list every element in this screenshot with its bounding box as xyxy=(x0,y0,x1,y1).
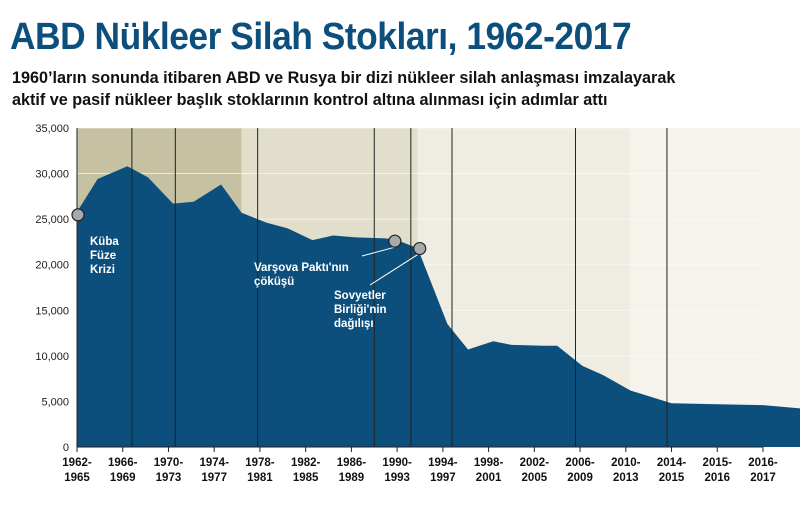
event-label-soviet: Sovyetler xyxy=(334,290,386,302)
y-tick-label: 15,000 xyxy=(35,305,69,317)
x-tick-label-end: 2015 xyxy=(659,472,685,484)
x-tick-label-start: 2016- xyxy=(748,457,778,469)
x-tick-label-end: 2001 xyxy=(476,472,502,484)
chart-title: ABD Nükleer Silah Stokları, 1962-2017 xyxy=(10,16,632,58)
x-tick-label-end: 1981 xyxy=(247,472,273,484)
x-tick-label-end: 2016 xyxy=(704,472,730,484)
x-tick-label-end: 1969 xyxy=(110,472,136,484)
x-tick-label-end: 1973 xyxy=(156,472,182,484)
x-tick-label-start: 1998- xyxy=(474,457,504,469)
x-tick-label-end: 1985 xyxy=(293,472,319,484)
y-tick-label: 30,000 xyxy=(35,169,69,181)
x-tick-label-end: 1965 xyxy=(64,472,90,484)
x-tick-label-end: 1989 xyxy=(339,472,365,484)
y-tick-label: 0 xyxy=(63,442,69,454)
y-tick-label: 25,000 xyxy=(35,214,69,226)
x-tick-label-start: 2014- xyxy=(657,457,687,469)
event-label-cuba: Füze xyxy=(90,250,116,262)
y-tick-label: 20,000 xyxy=(35,260,69,272)
axes xyxy=(76,128,764,452)
x-tick-label-start: 2002- xyxy=(520,457,550,469)
x-tick-label-start: 1990- xyxy=(382,457,412,469)
x-tick-label-end: 2005 xyxy=(522,472,548,484)
x-tick-label-start: 1970- xyxy=(154,457,184,469)
y-tick-label: 5,000 xyxy=(41,396,69,408)
x-tick-label-start: 1966- xyxy=(108,457,138,469)
x-tick-label-end: 1993 xyxy=(384,472,410,484)
period-dividers xyxy=(131,128,668,447)
x-tick-label-start: 1986- xyxy=(337,457,367,469)
x-tick-label-start: 2015- xyxy=(703,457,733,469)
event-label-cuba: Krizi xyxy=(90,264,115,276)
subtitle-line-2: aktif ve pasif nükleer başlık stoklarını… xyxy=(12,91,608,109)
event-marker-warsaw xyxy=(388,234,402,248)
event-label-warsaw: çöküşü xyxy=(254,276,294,288)
event-label-soviet: Birliği'nin xyxy=(334,304,387,316)
event-label-cuba: Küba xyxy=(90,236,119,248)
event-leader-soviet xyxy=(369,254,418,286)
x-tick-label-start: 1978- xyxy=(245,457,275,469)
x-tick-label-start: 1974- xyxy=(199,457,229,469)
event-leader-warsaw xyxy=(361,246,395,257)
x-tick-label-end: 2013 xyxy=(613,472,639,484)
x-tick-label-end: 1997 xyxy=(430,472,456,484)
period-band-4 xyxy=(630,128,800,447)
y-tick-label: 10,000 xyxy=(35,351,69,363)
x-tick-label-start: 1962- xyxy=(62,457,92,469)
x-tick-label-start: 2006- xyxy=(565,457,595,469)
y-axis-tick-labels: 0 5,000 10,000 15,000 20,000 25,000 30,000 35,0… xyxy=(35,123,69,454)
x-tick-label-start: 1994- xyxy=(428,457,458,469)
event-label-soviet: dağılışı xyxy=(334,318,374,330)
x-tick-label-end: 2009 xyxy=(567,472,593,484)
chart-subtitle: 1960’ların sonunda itibaren ABD ve Rusya… xyxy=(12,67,792,111)
subtitle-line-1: 1960’ların sonunda itibaren ABD ve Rusya… xyxy=(12,69,676,87)
y-tick-label: 35,000 xyxy=(35,123,69,135)
event-marker-cuba xyxy=(71,208,85,222)
x-tick-label-start: 2010- xyxy=(611,457,641,469)
x-tick-label-end: 1977 xyxy=(201,472,227,484)
event-annotations: Küba Füze Krizi Varşova Paktı'nın çöküşü Sovy… xyxy=(71,208,427,330)
x-tick-label-start: 1982- xyxy=(291,457,321,469)
x-tick-label-end: 2017 xyxy=(750,472,776,484)
event-label-warsaw: Varşova Paktı'nın xyxy=(254,262,349,274)
x-axis-tick-labels: 1962- 1965 1966- 1969 1970- 1973 1974- 1977 1978… xyxy=(62,457,778,484)
event-marker-soviet xyxy=(413,241,427,256)
